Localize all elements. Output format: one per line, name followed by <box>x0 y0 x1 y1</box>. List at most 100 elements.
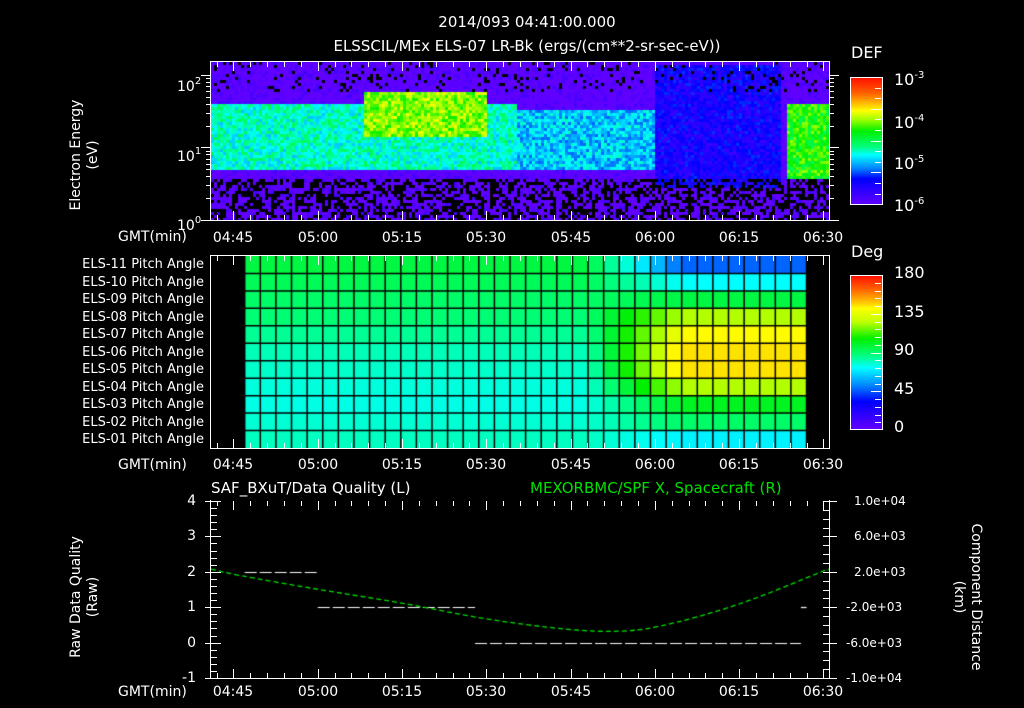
x-tick <box>453 215 454 220</box>
x-tick <box>503 673 504 678</box>
x-tick <box>722 501 723 506</box>
panel1-frame <box>210 61 830 221</box>
time-tick-label: 05:30 <box>465 457 507 473</box>
x-tick <box>722 673 723 678</box>
x-tick <box>368 443 369 448</box>
x-tick <box>554 215 555 220</box>
y-tick <box>829 113 834 114</box>
x-tick <box>604 256 605 261</box>
x-tick <box>486 211 487 220</box>
x-tick <box>689 215 690 220</box>
y-label-right: -1.0e+04 <box>846 671 903 685</box>
y-tick <box>206 82 211 83</box>
x-tick <box>655 256 656 265</box>
x-tick <box>402 669 403 678</box>
y-label-right: 1.0e+04 <box>854 494 906 508</box>
panel1-ylabel: Electron Energy (eV) <box>68 99 101 211</box>
x-tick <box>402 439 403 448</box>
x-tick <box>773 501 774 506</box>
x-tick <box>739 256 740 265</box>
x-tick <box>638 62 639 67</box>
pitch-angle-row-label: ELS-03 Pitch Angle <box>82 397 204 412</box>
x-tick <box>486 669 487 678</box>
y-tick-left <box>211 621 217 622</box>
pitch-angle-row-label: ELS-06 Pitch Angle <box>82 344 204 360</box>
x-tick <box>250 256 251 261</box>
y-tick-right <box>823 528 829 529</box>
y-tick-left <box>211 671 217 672</box>
x-tick <box>419 501 420 506</box>
x-tick <box>503 501 504 506</box>
y-tick-right <box>823 651 829 652</box>
x-tick <box>537 256 538 261</box>
x-tick <box>351 501 352 506</box>
time-tick-label: 06:15 <box>718 684 760 700</box>
y-tick-right <box>823 678 837 679</box>
x-tick <box>739 211 740 220</box>
y-tick <box>829 78 834 79</box>
x-tick <box>773 215 774 220</box>
x-tick <box>554 673 555 678</box>
y-tick-left <box>211 650 217 651</box>
x-tick <box>604 443 605 448</box>
x-tick <box>756 673 757 678</box>
y-tick-right <box>823 572 837 573</box>
x-tick <box>250 62 251 67</box>
x-tick <box>368 215 369 220</box>
y-tick-right <box>823 545 829 546</box>
time-tick-label: 06:00 <box>634 230 676 246</box>
y-tick <box>206 151 211 152</box>
y-tick-left <box>211 593 217 594</box>
time-tick-label: 05:30 <box>465 230 507 246</box>
pitch-angle-row-label: ELS-10 Pitch Angle <box>82 274 204 290</box>
y-tick-right <box>823 660 829 661</box>
deg-label: 0 <box>894 417 905 436</box>
x-tick <box>807 62 808 67</box>
y-tick <box>829 159 834 160</box>
x-tick <box>486 501 487 510</box>
y-label-left: 3 <box>187 528 196 545</box>
x-tick <box>537 673 538 678</box>
x-tick <box>790 501 791 506</box>
y-tick-left <box>211 657 217 658</box>
y-tick <box>201 75 211 76</box>
plot-subtitle: ELSSCIL/MEx ELS-07 LR-Bk (ergs/(cm**2-sr… <box>333 37 721 55</box>
y-tick-left <box>211 614 217 615</box>
x-tick <box>469 443 470 448</box>
y-tick-left <box>211 664 217 665</box>
x-tick <box>436 62 437 67</box>
time-tick-label: 05:45 <box>550 230 592 246</box>
y-tick <box>829 104 834 105</box>
deg-label: 90 <box>894 340 915 359</box>
x-tick <box>705 215 706 220</box>
time-tick-label: 05:00 <box>297 457 339 473</box>
x-tick <box>587 443 588 448</box>
colorbar-tick <box>875 298 881 300</box>
x-tick <box>335 443 336 448</box>
x-tick <box>571 501 572 510</box>
x-tick <box>335 673 336 678</box>
x-tick <box>554 443 555 448</box>
x-tick <box>402 62 403 71</box>
x-tick <box>284 62 285 67</box>
time-tick-label: 06:30 <box>802 684 844 700</box>
colorbar-tick <box>875 151 881 153</box>
x-tick <box>587 673 588 678</box>
colorbar-tick <box>871 140 881 142</box>
y-tick-right <box>823 616 829 617</box>
x-tick <box>587 215 588 220</box>
y-tick <box>206 78 211 79</box>
x-tick <box>520 443 521 448</box>
y-tick-left <box>211 607 221 608</box>
y-tick <box>206 164 211 165</box>
x-tick <box>233 439 234 448</box>
x-tick <box>689 501 690 506</box>
x-tick <box>571 669 572 678</box>
y-label-left: 2 <box>187 563 196 580</box>
x-tick <box>689 443 690 448</box>
x-tick <box>621 215 622 220</box>
x-tick <box>722 443 723 448</box>
y-tick <box>829 151 834 152</box>
time-tick-label: 04:45 <box>212 230 254 246</box>
panel3-ylabel-right: Component Distance (km) <box>951 523 984 671</box>
